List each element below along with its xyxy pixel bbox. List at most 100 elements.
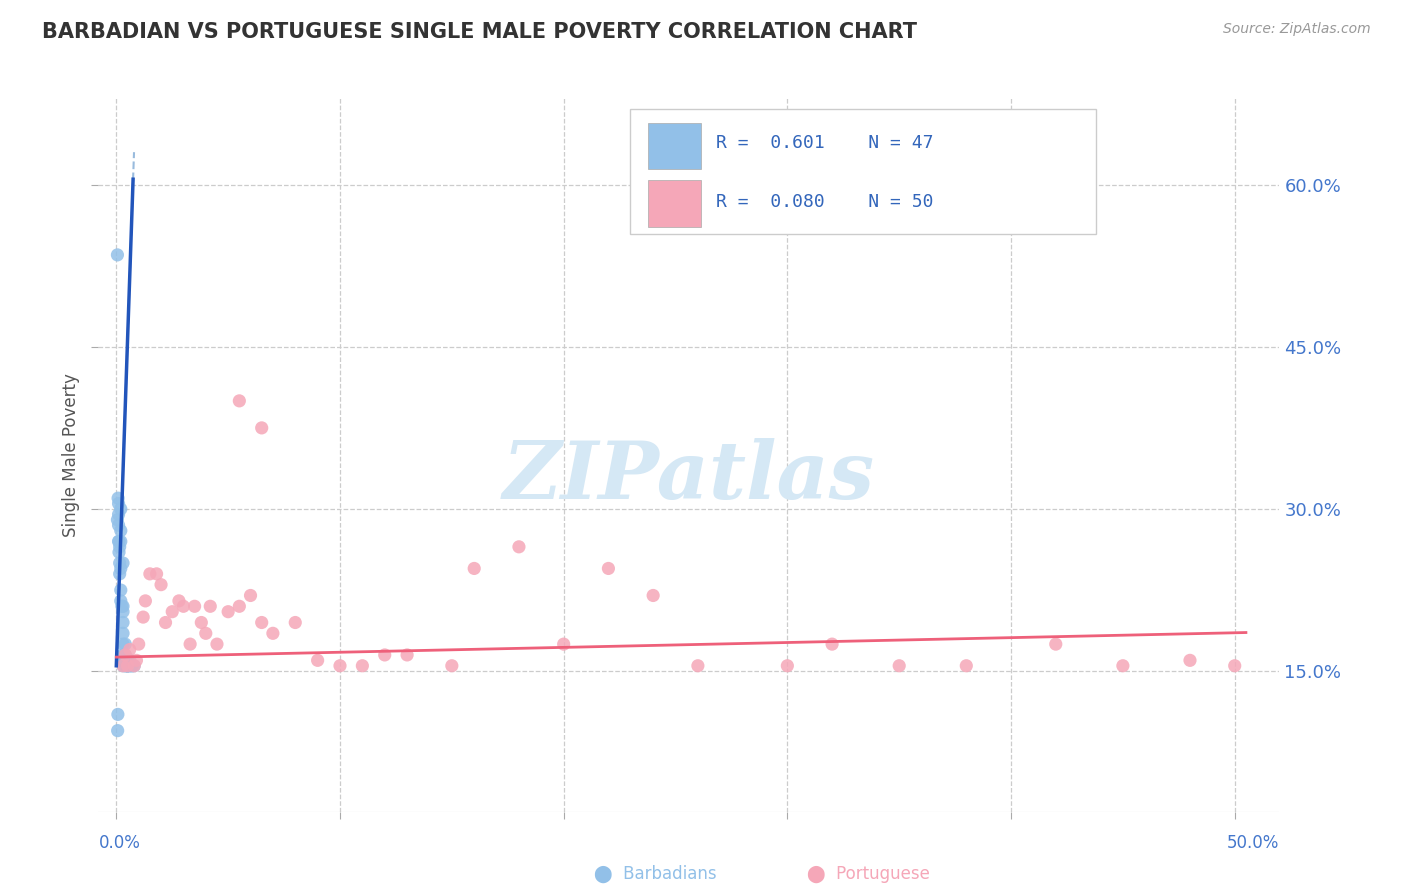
Point — [110, 502, 132, 516]
Point — [112, 658, 135, 673]
Point — [117, 658, 139, 673]
Text: R =  0.601    N = 47: R = 0.601 N = 47 — [716, 134, 934, 152]
Point — [200, 599, 222, 614]
Point — [118, 658, 141, 673]
FancyBboxPatch shape — [648, 180, 700, 227]
Point — [108, 556, 131, 570]
Point — [1112, 658, 1135, 673]
Text: 50.0%: 50.0% — [1227, 834, 1279, 852]
Point — [172, 599, 194, 614]
Point — [117, 658, 139, 673]
Point — [107, 513, 129, 527]
Point — [228, 599, 250, 614]
Point — [112, 615, 135, 630]
Point — [117, 653, 139, 667]
Text: ⬤  Barbadians: ⬤ Barbadians — [595, 865, 717, 883]
Point — [117, 658, 139, 673]
Point — [121, 658, 143, 673]
Point — [112, 556, 135, 570]
Point — [108, 534, 131, 549]
Point — [110, 561, 132, 575]
Point — [352, 658, 374, 673]
Point — [117, 658, 139, 673]
Point — [107, 491, 129, 505]
Point — [955, 658, 977, 673]
Point — [307, 653, 329, 667]
Point — [114, 648, 136, 662]
Point — [132, 610, 155, 624]
Point — [112, 648, 135, 662]
Point — [179, 637, 201, 651]
Point — [122, 658, 145, 673]
Point — [118, 642, 141, 657]
Point — [128, 637, 150, 651]
Text: Source: ZipAtlas.com: Source: ZipAtlas.com — [1223, 22, 1371, 37]
Point — [107, 518, 129, 533]
Point — [162, 605, 183, 619]
Point — [686, 658, 709, 673]
Point — [183, 599, 205, 614]
Point — [125, 653, 148, 667]
Point — [553, 637, 575, 651]
Point — [284, 615, 307, 630]
Point — [112, 599, 135, 614]
Text: BARBADIAN VS PORTUGUESE SINGLE MALE POVERTY CORRELATION CHART: BARBADIAN VS PORTUGUESE SINGLE MALE POVE… — [42, 22, 917, 42]
Point — [112, 653, 135, 667]
Point — [107, 497, 129, 511]
Point — [228, 393, 250, 408]
Point — [110, 594, 132, 608]
Text: ZIPatlas: ZIPatlas — [503, 438, 875, 515]
Point — [107, 723, 129, 738]
Point — [112, 637, 135, 651]
Point — [889, 658, 911, 673]
Point — [250, 421, 273, 435]
Point — [776, 658, 799, 673]
Point — [107, 248, 129, 262]
Point — [117, 658, 139, 673]
Text: R =  0.080    N = 50: R = 0.080 N = 50 — [716, 193, 934, 211]
Point — [118, 653, 141, 667]
Point — [1178, 653, 1201, 667]
Point — [194, 626, 217, 640]
Point — [396, 648, 419, 662]
Point — [190, 615, 212, 630]
Point — [205, 637, 228, 651]
Point — [110, 534, 132, 549]
Point — [217, 605, 239, 619]
Point — [108, 540, 131, 554]
Point — [329, 658, 352, 673]
Point — [134, 594, 156, 608]
Text: ⬤  Portuguese: ⬤ Portuguese — [807, 865, 929, 883]
Point — [239, 589, 262, 603]
Point — [108, 566, 131, 581]
Point — [250, 615, 273, 630]
Point — [111, 599, 134, 614]
Point — [112, 626, 135, 640]
Point — [110, 524, 132, 538]
Point — [117, 658, 139, 673]
Point — [114, 648, 136, 662]
Point — [121, 658, 143, 673]
Point — [139, 566, 162, 581]
Point — [150, 577, 173, 591]
Point — [112, 658, 135, 673]
Text: 0.0%: 0.0% — [98, 834, 141, 852]
Point — [114, 637, 136, 651]
Point — [118, 658, 141, 673]
Point — [108, 545, 131, 559]
Point — [1223, 658, 1246, 673]
Point — [167, 594, 190, 608]
Point — [155, 615, 177, 630]
Point — [114, 658, 136, 673]
Y-axis label: Single Male Poverty: Single Male Poverty — [62, 373, 80, 537]
Point — [107, 534, 129, 549]
Point — [114, 658, 136, 673]
Point — [440, 658, 463, 673]
Point — [114, 653, 136, 667]
Point — [110, 583, 132, 598]
Point — [107, 508, 129, 522]
Point — [1045, 637, 1067, 651]
Point — [122, 658, 145, 673]
Point — [374, 648, 396, 662]
Point — [145, 566, 167, 581]
